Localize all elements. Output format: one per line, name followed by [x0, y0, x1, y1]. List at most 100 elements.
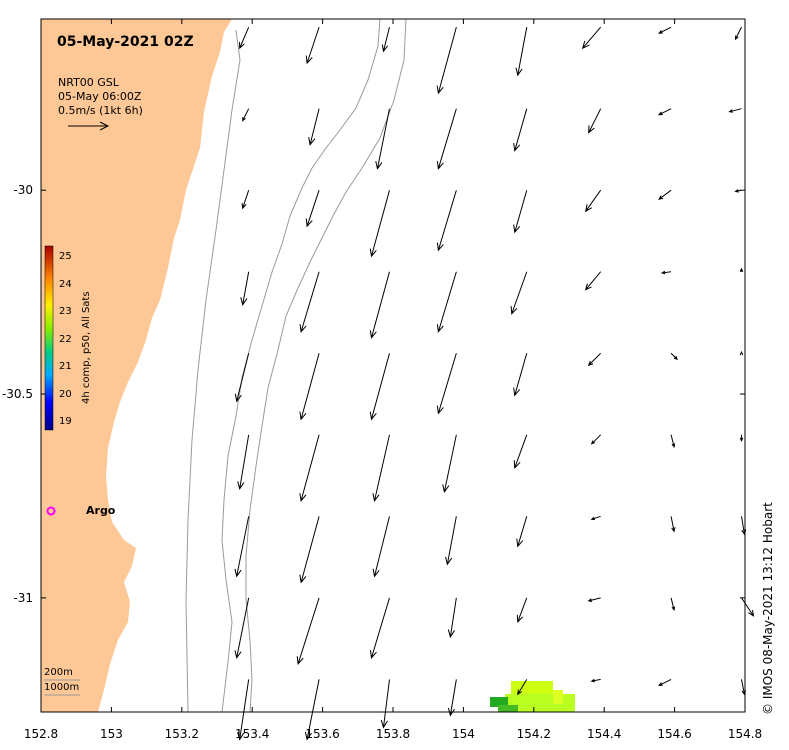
current-vector-arrow	[510, 271, 528, 315]
current-vector-arrow	[296, 597, 320, 666]
current-vector-arrow	[436, 190, 457, 252]
current-vector-arrow	[442, 434, 457, 493]
current-vector-arrow	[372, 434, 390, 502]
current-vector-arrow	[436, 108, 457, 170]
current-vector-arrow	[581, 26, 602, 50]
current-vector-arrow	[380, 679, 390, 729]
x-tick-label: 152.8	[24, 727, 58, 741]
x-tick-label: 153	[100, 727, 123, 741]
current-vector-arrow	[436, 353, 457, 415]
sst-patch	[490, 681, 575, 712]
current-vector-arrow	[516, 516, 528, 548]
current-vector-arrow	[587, 352, 602, 367]
current-vector-arrow	[590, 678, 601, 683]
current-vector-arrow	[513, 353, 528, 397]
vector-scale-label: 0.5m/s (1kt 6h)	[58, 104, 143, 117]
current-vector-arrow	[305, 26, 320, 65]
x-tick-label: 154.8	[728, 727, 762, 741]
current-vector-arrow	[515, 27, 528, 77]
current-vector-arrow	[299, 353, 320, 421]
current-vector-arrow	[513, 434, 528, 469]
current-vector-arrow	[587, 597, 601, 602]
map-title: 05-May-2021 02Z	[57, 34, 194, 50]
current-vector-arrow	[741, 597, 755, 617]
current-vector-arrow	[660, 270, 672, 275]
y-tick-label: -30	[13, 183, 33, 197]
x-tick-label: 154.6	[657, 727, 691, 741]
current-vector-field	[234, 26, 755, 741]
argo-float-marker	[46, 506, 56, 516]
current-vector-arrow	[304, 679, 320, 741]
y-tick-label: -30.5	[2, 387, 33, 401]
current-vector-arrow	[369, 597, 390, 660]
current-vector-arrow	[513, 190, 528, 234]
current-vector-arrow	[436, 271, 457, 333]
y-tick-label: -31	[13, 591, 33, 605]
current-vector-arrow	[657, 678, 672, 686]
current-vector-arrow	[234, 353, 250, 403]
credit-text: © IMOS 08-May-2021 13:12 Hobart	[761, 502, 775, 715]
current-vector-arrow	[734, 26, 742, 41]
current-vector-arrow	[447, 679, 457, 717]
x-tick-label: 154.4	[587, 727, 621, 741]
current-vector-arrow	[369, 190, 390, 258]
current-vector-arrow	[237, 434, 250, 491]
current-vector-arrow	[516, 597, 528, 623]
current-vector-arrow	[381, 27, 390, 53]
model-name: NRT00 GSL	[58, 76, 119, 89]
sst-colorbar	[44, 245, 54, 431]
colorbar-title: 4h comp, p50, All Sats	[81, 291, 92, 404]
x-tick-label: 154	[452, 727, 475, 741]
current-vector-arrow	[447, 597, 457, 639]
current-vector-arrow	[728, 108, 742, 113]
current-vector-arrow	[670, 516, 676, 533]
scale-arrow-icon	[68, 121, 110, 131]
current-vector-arrow	[670, 352, 678, 361]
current-vector-arrow	[305, 190, 320, 228]
current-vector-arrow	[241, 190, 250, 210]
argo-label: Argo	[86, 504, 116, 517]
current-vector-arrow	[299, 434, 320, 502]
colorbar-tick-label: 19	[59, 416, 72, 427]
colorbar-tick-label: 23	[59, 306, 72, 317]
colorbar-tick-label: 25	[59, 251, 72, 262]
current-vector-arrow	[234, 516, 250, 578]
x-tick-label: 153.8	[376, 727, 410, 741]
current-vector-arrow	[299, 516, 320, 584]
isobath-1000m	[245, 18, 407, 713]
current-vector-arrow	[445, 516, 457, 566]
x-tick-label: 153.4	[235, 727, 269, 741]
depth-1000m-label: 1000m	[44, 682, 80, 693]
current-vector-arrow	[658, 189, 672, 200]
current-vector-arrow	[670, 597, 676, 612]
model-time: 05-May 06:00Z	[58, 90, 142, 103]
colorbar-tick-label: 20	[59, 388, 72, 400]
current-vector-arrow	[588, 108, 602, 134]
current-vector-arrow	[369, 353, 390, 421]
colorbar-tick-label: 21	[59, 361, 72, 372]
current-vector-arrow	[584, 271, 602, 291]
x-tick-label: 153.2	[165, 727, 199, 741]
current-vector-arrow	[657, 108, 672, 116]
isobath-inner	[185, 29, 241, 713]
current-vector-arrow	[590, 434, 602, 445]
current-vector-arrow	[237, 679, 250, 741]
current-vector-arrow	[299, 271, 320, 333]
current-vector-arrow	[234, 597, 250, 660]
colorbar-tick-label: 22	[59, 333, 72, 345]
current-vector-arrow	[372, 516, 390, 578]
current-vector-arrow	[239, 26, 250, 50]
current-vector-arrow	[240, 271, 250, 306]
current-vector-arrow	[513, 108, 528, 152]
current-vector-arrow	[436, 27, 457, 95]
current-vector-arrow	[657, 26, 672, 34]
isobath-200m	[221, 18, 381, 713]
current-vector-arrow	[739, 350, 744, 356]
current-vector-arrow	[369, 271, 390, 339]
current-vector-arrow	[670, 434, 676, 448]
map-axes: 152.8 153 153.2 153.4 153.6 153.8 154 154.2 154.…	[2, 19, 762, 741]
colorbar-tick-label: 24	[59, 278, 72, 290]
current-vector-arrow	[517, 679, 528, 696]
depth-200m-label: 200m	[44, 667, 73, 678]
